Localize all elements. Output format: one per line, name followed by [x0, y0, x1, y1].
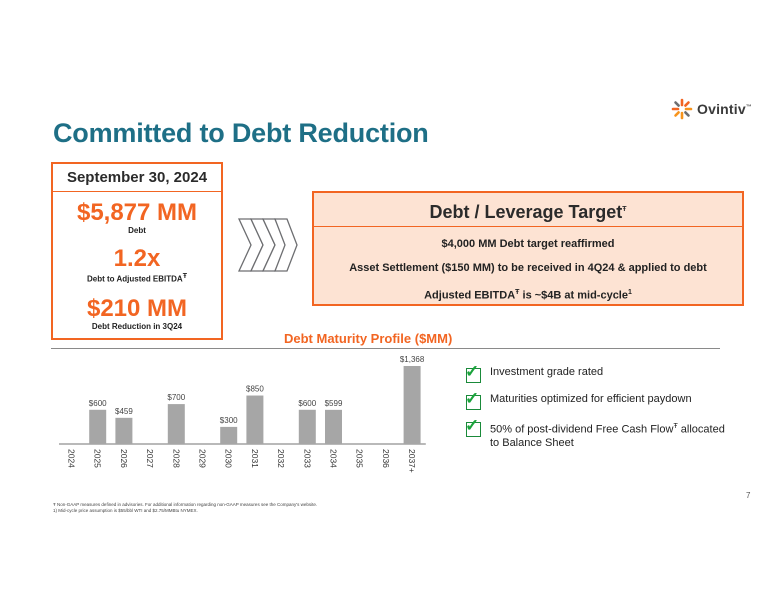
leverage-label: Debt to Adjusted EBITDAŦ [87, 273, 187, 284]
logo-text: Ovintiv™ [697, 101, 753, 117]
check-mark-icon: ✓ [465, 389, 480, 408]
bar-2031 [246, 395, 264, 444]
bar-2025 [89, 409, 107, 444]
data-label-2034: $599 [325, 399, 343, 408]
page-number: 7 [746, 491, 751, 500]
data-label-2037+: $1,368 [400, 355, 425, 364]
debt-reduction-value: $210 MM [86, 294, 188, 322]
tick-label-2031: 2031 [250, 449, 260, 468]
debt-stats-box: September 30, 2024 $5,877 MM Debt 1.2x D… [51, 162, 223, 340]
chevron-arrows-icon [237, 218, 298, 272]
data-label-2028: $700 [167, 393, 185, 402]
tick-label-2033: 2033 [302, 449, 312, 468]
tick-label-2024: 2024 [67, 449, 77, 468]
chart-title: Debt Maturity Profile ($MM) [284, 331, 453, 346]
check-item-label: 50% of post-dividend Free Cash FlowŦ all… [490, 423, 725, 449]
leverage-value: 1.2x [113, 245, 161, 272]
tick-label-2028: 2028 [171, 449, 181, 468]
data-label-2031: $850 [246, 385, 264, 394]
bar-2028 [167, 404, 185, 444]
ovintiv-logo: Ovintiv™ [671, 98, 752, 120]
check-item-label: Maturities optimized for efficient paydo… [490, 393, 692, 405]
bar-2034 [325, 409, 342, 444]
debt-value: $5,877 MM [76, 199, 198, 226]
bar-2033 [298, 409, 316, 444]
tick-label-2027: 2027 [145, 449, 155, 468]
checklist: ✓ Investment grade rated ✓ Maturities op… [465, 363, 736, 460]
bar-2026 [115, 417, 133, 444]
debt-target-box: Debt / Leverage TargetŦ $4,000 MM Debt t… [312, 191, 744, 306]
page-title: Committed to Debt Reduction [53, 118, 429, 148]
data-label-2026: $459 [115, 407, 133, 416]
tick-label-2032: 2032 [276, 449, 286, 468]
check-mark-icon: ✓ [465, 362, 480, 381]
debt-label: Debt [128, 226, 146, 235]
tick-label-2026: 2026 [119, 449, 129, 468]
checkbox-icon: ✓ [465, 417, 481, 437]
data-label-2033: $600 [298, 399, 316, 408]
target-line-debt: $4,000 MM Debt target reaffirmed [441, 238, 615, 250]
footnote-mid-cycle: 1) Mid-cycle price assumption is $55/bbl… [53, 508, 198, 513]
tick-label-2035: 2035 [355, 449, 365, 468]
tick-label-2030: 2030 [224, 449, 234, 468]
debt-maturity-chart: 2024 $600 2025 $459 2026 2027 $700 2028 2029 $300… [59, 355, 426, 473]
check-item-maturities: ✓ Maturities optimized for efficient pay… [465, 390, 736, 410]
checkbox-icon: ✓ [465, 363, 481, 383]
check-item-label: Investment grade rated [490, 366, 604, 378]
data-label-2025: $600 [89, 399, 107, 408]
data-label-2030: $300 [220, 416, 238, 425]
check-item-free-cash-flow: ✓ 50% of post-dividend Free Cash FlowŦ a… [465, 417, 736, 450]
bar-2030 [220, 426, 238, 444]
target-heading: Debt / Leverage TargetŦ [314, 193, 742, 227]
target-line-ebitda: Adjusted EBITDAŦ is ~$4B at mid-cycle1 [424, 289, 632, 302]
stats-date: September 30, 2024 [53, 164, 221, 192]
tick-label-2025: 2025 [93, 449, 103, 468]
bar-2037+ [403, 366, 421, 444]
tick-label-2037+: 2037+ [407, 449, 417, 473]
footnotes: Ŧ Non-GAAP measures defined in advisorie… [53, 502, 317, 514]
debt-reduction-label: Debt Reduction in 3Q24 [91, 321, 183, 331]
checkbox-icon: ✓ [465, 390, 481, 410]
tick-label-2036: 2036 [381, 449, 391, 468]
target-line-settlement: Asset Settlement ($150 MM) to be receive… [349, 262, 707, 274]
footnote-non-gaap: Ŧ Non-GAAP measures defined in advisorie… [53, 502, 318, 507]
check-item-investment-grade: ✓ Investment grade rated [465, 363, 736, 383]
tick-label-2029: 2029 [198, 449, 208, 468]
ovintiv-logo-icon [671, 98, 693, 120]
chart-divider [51, 348, 720, 349]
tick-label-2034: 2034 [329, 449, 339, 468]
check-mark-icon: ✓ [465, 416, 480, 435]
